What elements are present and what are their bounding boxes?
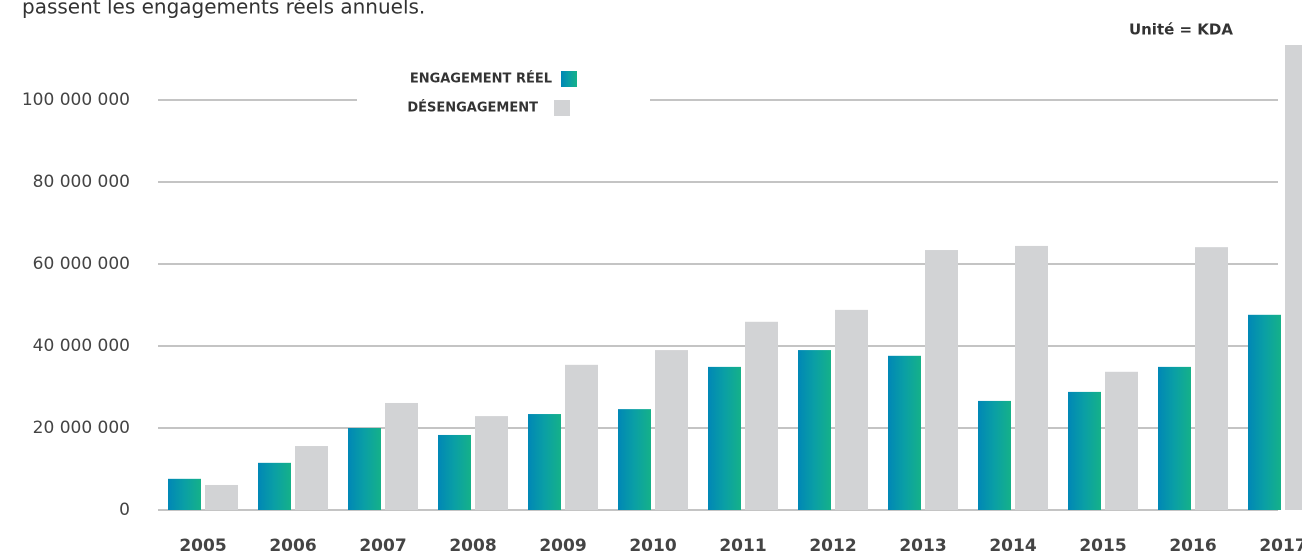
y-tick-label: 20 000 000: [33, 418, 130, 438]
bar: [835, 309, 868, 510]
x-tick-label: 2012: [809, 536, 856, 554]
bar: [295, 446, 328, 510]
x-tick-label: 2016: [1169, 536, 1216, 554]
bar: [1195, 247, 1228, 511]
bar: [618, 409, 651, 510]
bar: [258, 462, 291, 510]
bar: [888, 355, 921, 510]
bar: [1158, 366, 1191, 510]
x-tick-label: 2015: [1079, 536, 1126, 554]
bar: [1015, 245, 1048, 511]
bar: [745, 321, 778, 510]
x-tick-label: 2013: [899, 536, 946, 554]
bar: [438, 434, 471, 510]
bar: [798, 350, 831, 510]
bar: [385, 402, 418, 510]
x-tick-label: 2005: [179, 536, 226, 554]
bar: [1248, 314, 1281, 510]
bar: [565, 364, 598, 510]
bar: [1285, 45, 1302, 510]
bar: [475, 416, 508, 510]
legend-box: [357, 60, 650, 126]
y-tick-label: 80 000 000: [33, 172, 130, 192]
bar: [168, 478, 201, 510]
x-tick-label: 2008: [449, 536, 496, 554]
subtitle: passent les engagements réels annuels.: [22, 0, 425, 19]
bar: [205, 484, 238, 510]
x-tick-label: 2017: [1259, 536, 1302, 554]
legend-label: ENGAGEMENT RÉEL: [410, 71, 552, 87]
bar: [528, 414, 561, 510]
x-tick-label: 2010: [629, 536, 676, 554]
x-tick-label: 2011: [719, 536, 766, 554]
bar: [978, 400, 1011, 510]
bar: [925, 250, 958, 510]
x-tick-label: 2006: [269, 536, 316, 554]
x-tick-label: 2009: [539, 536, 586, 554]
unit-note: Unité = KDA: [1129, 21, 1233, 39]
x-tick-label: 2014: [989, 536, 1036, 554]
y-tick-label: 100 000 000: [22, 90, 130, 110]
x-tick-label: 2007: [359, 536, 406, 554]
bar: [1105, 371, 1138, 510]
y-tick-label: 60 000 000: [33, 254, 130, 274]
legend-swatch: [561, 71, 577, 87]
bar: [348, 427, 381, 510]
y-tick-label: 40 000 000: [33, 336, 130, 356]
bar: [655, 350, 688, 510]
y-tick-label: 0: [119, 500, 130, 520]
bar: [708, 366, 741, 510]
legend-swatch: [554, 100, 570, 116]
legend-label: DÉSENGAGEMENT: [407, 100, 538, 116]
bar: [1068, 391, 1101, 510]
